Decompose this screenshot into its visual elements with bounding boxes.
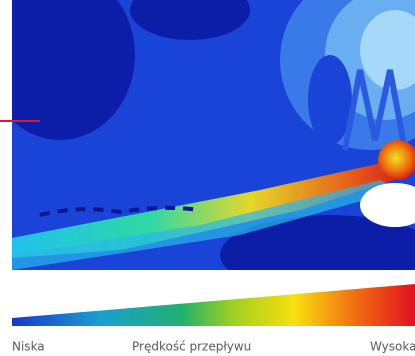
legend-low: Niska	[12, 340, 45, 354]
color-scale	[12, 284, 415, 326]
simulation-image	[12, 0, 415, 270]
legend-title: Prędkość przepływu	[132, 340, 251, 354]
legend-high: Wysoka	[370, 340, 415, 354]
